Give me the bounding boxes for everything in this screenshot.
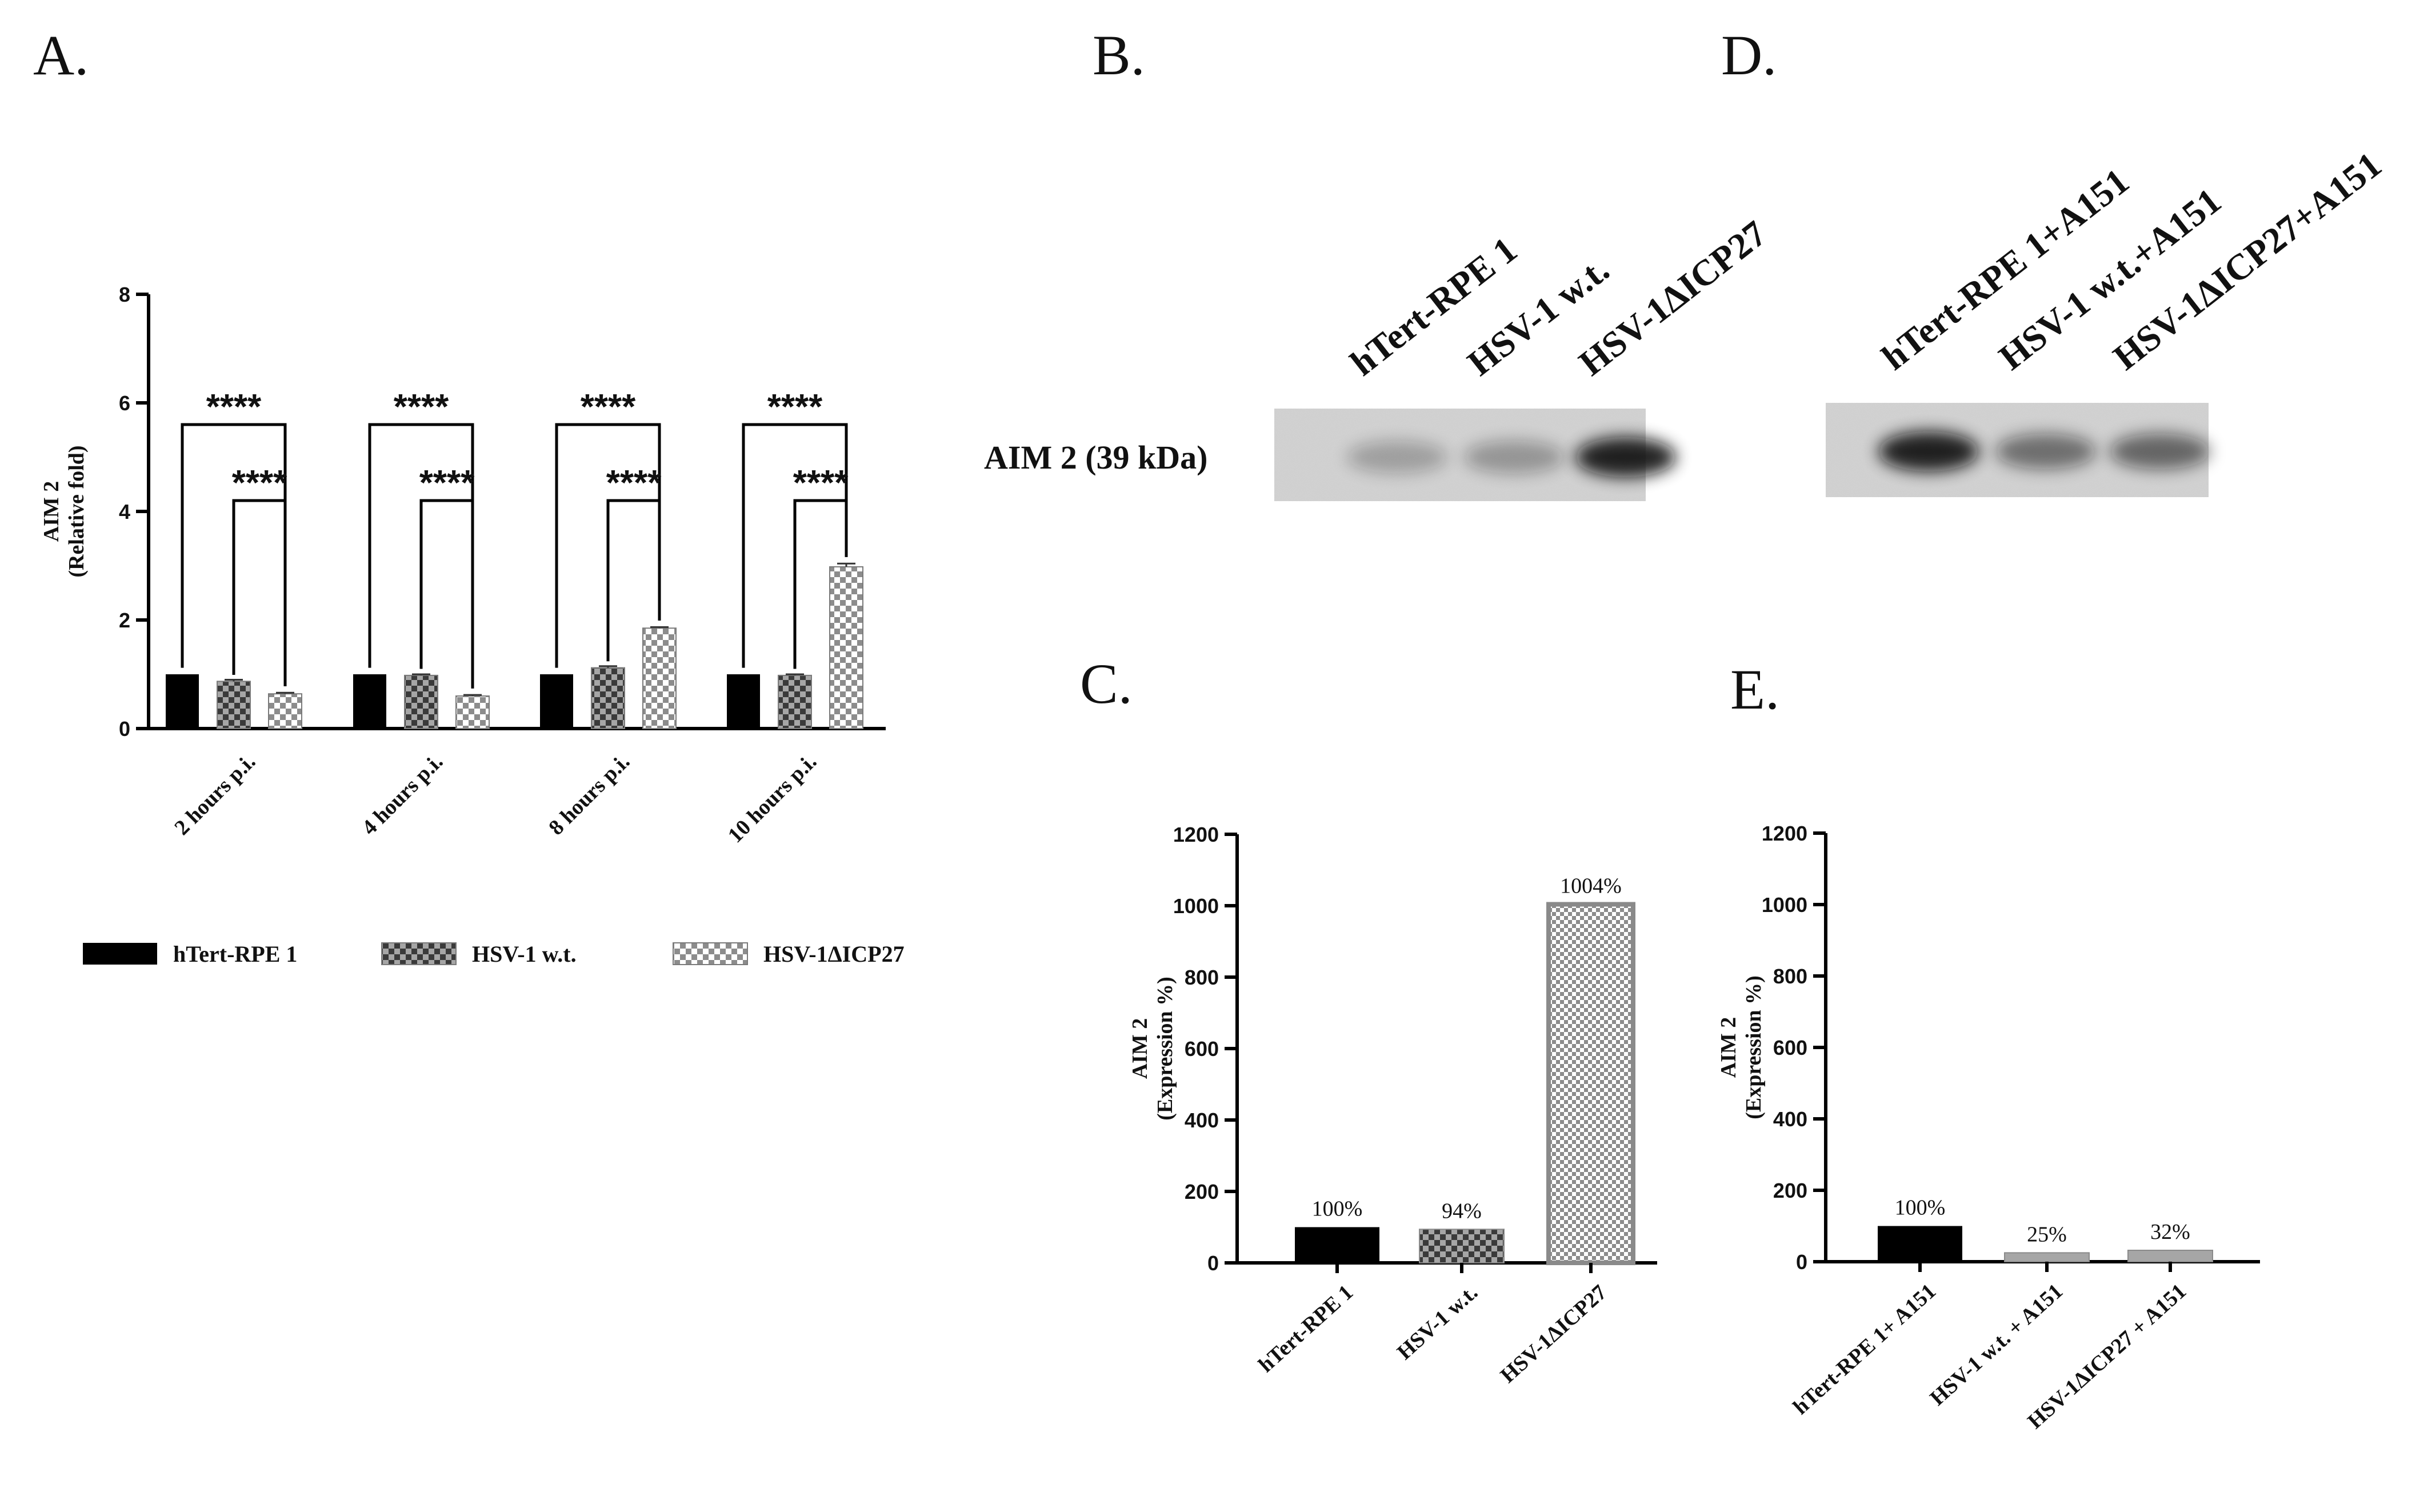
x-category-label: HSV-1 w.t. + A151: [1926, 1279, 2067, 1410]
chart-e-ytick-label: 1000: [1762, 893, 1807, 917]
panel-label-a: A.: [33, 23, 89, 87]
significance-bracket: [793, 499, 848, 669]
legend-label: hTert-RPE 1: [173, 941, 297, 967]
significance-stars: ****: [606, 463, 662, 503]
blot-band: [1995, 434, 2096, 469]
panel-label-c: C.: [1080, 652, 1133, 715]
x-category-label: hTert-RPE 1: [1254, 1280, 1358, 1377]
legend-swatch: [673, 942, 748, 965]
data-label: 32%: [2150, 1220, 2190, 1244]
x-category-label: 4 hours p.i.: [357, 750, 447, 840]
chart-a-ytick-label: 8: [119, 283, 130, 306]
x-category-label: HSV-1ΔICP27: [1496, 1280, 1611, 1387]
chart-a-ytick-label: 2: [119, 609, 130, 632]
chart-a-ytick-label: 0: [119, 717, 130, 741]
chart-e-ytick-label: 1200: [1762, 822, 1807, 845]
panel-label-e: E.: [1730, 658, 1779, 721]
significance-stars: ****: [419, 463, 475, 503]
chart-c-ytick-label: 1200: [1173, 823, 1219, 846]
bar: [1878, 1226, 1962, 1262]
x-category-label: 8 hours p.i.: [544, 750, 634, 840]
bar-icp27: [642, 627, 677, 729]
x-category-label: 10 hours p.i.: [723, 750, 822, 848]
chart-e-ytick-label: 400: [1773, 1107, 1807, 1131]
bar-htert: [540, 674, 573, 729]
blot-band: [2110, 433, 2210, 470]
data-label: 94%: [1442, 1199, 1482, 1223]
chart-c-ytick-label: 600: [1185, 1037, 1219, 1061]
chart-a: 0 2 4 6 8 AIM 2(Relative fold) 2 hours p.i. ***…: [39, 283, 886, 847]
chart-e-ytick-label: 600: [1773, 1036, 1807, 1059]
chart-c-ytick-label: 200: [1185, 1180, 1219, 1203]
chart-c-ytick-label: 400: [1185, 1109, 1219, 1132]
legend-label: HSV-1ΔICP27: [763, 941, 905, 967]
bar-wt: [591, 667, 625, 729]
bar-htert: [727, 674, 760, 729]
x-category-label: HSV-1 w.t.: [1393, 1280, 1482, 1364]
chart-c-ytick-label: 800: [1185, 966, 1219, 989]
chart-a-ylabel: AIM 2(Relative fold): [39, 445, 89, 577]
bar: [2004, 1252, 2090, 1262]
bar-icp27: [829, 566, 863, 730]
blot-row-label: AIM 2 (39 kDa): [984, 439, 1207, 476]
panel-label-d: D.: [1721, 23, 1777, 87]
significance-stars: ****: [793, 463, 849, 503]
chart-c-ytick-label: 0: [1207, 1251, 1219, 1275]
bar: [1546, 902, 1635, 1265]
data-label: 1004%: [1560, 874, 1622, 898]
significance-stars: ****: [581, 387, 636, 427]
bar-wt: [778, 674, 812, 730]
legend-swatch: [381, 942, 457, 965]
bar-icp27: [455, 695, 490, 729]
blot-band: [1878, 431, 1979, 471]
bar-wt: [404, 674, 438, 730]
significance-bracket: [742, 423, 848, 668]
significance-bracket: [606, 499, 661, 662]
data-label: 100%: [1312, 1197, 1363, 1221]
legend-label: HSV-1 w.t.: [472, 941, 577, 967]
chart-c-ytick-label: 1000: [1173, 894, 1219, 918]
blot-band: [1347, 441, 1447, 474]
bar: [2127, 1250, 2213, 1262]
blot-band: [1575, 437, 1676, 477]
chart-a-ytick-label: 4: [119, 500, 130, 523]
chart-a-ytick-label: 6: [119, 391, 130, 415]
significance-stars: ****: [232, 463, 287, 503]
x-category-label: 2 hours p.i.: [170, 750, 260, 840]
blot-lane-label: HSV-1ΔICP27: [1571, 213, 1774, 383]
bar-htert: [166, 674, 199, 729]
bar: [1295, 1227, 1379, 1263]
significance-stars: ****: [206, 387, 262, 427]
bar: [1419, 1229, 1505, 1263]
data-label: 100%: [1895, 1196, 1946, 1220]
significance-stars: ****: [767, 387, 823, 427]
bar-htert: [353, 674, 386, 729]
chart-c-ylabel: AIM 2(Expression %): [1128, 977, 1177, 1121]
bar-icp27: [268, 693, 302, 729]
panel-label-b: B.: [1093, 23, 1145, 87]
data-label: 25%: [2027, 1222, 2067, 1246]
chart-e-ytick-label: 200: [1773, 1179, 1807, 1202]
blot-band: [1464, 441, 1565, 474]
chart-e-ytick-label: 800: [1773, 965, 1807, 988]
significance-stars: ****: [394, 387, 449, 427]
legend: hTert-RPE 1 HSV-1 w.t. HSV-1ΔICP27: [83, 941, 905, 967]
chart-e-ytick-label: 0: [1796, 1250, 1807, 1274]
significance-bracket: [232, 499, 287, 686]
chart-c: 0 200 400 600 800 1000 1200 AIM 2(Expression %)…: [1128, 823, 1657, 1387]
chart-e-ylabel: AIM 2(Expression %): [1717, 975, 1766, 1119]
significance-bracket: [419, 499, 474, 689]
chart-e: 0 200 400 600 800 1000 1200 AIM 2(Expression %)…: [1717, 822, 2260, 1434]
x-category-label: hTert-RPE 1+ A151: [1789, 1279, 1941, 1419]
legend-swatch: [83, 943, 157, 965]
bar-wt: [217, 681, 251, 729]
